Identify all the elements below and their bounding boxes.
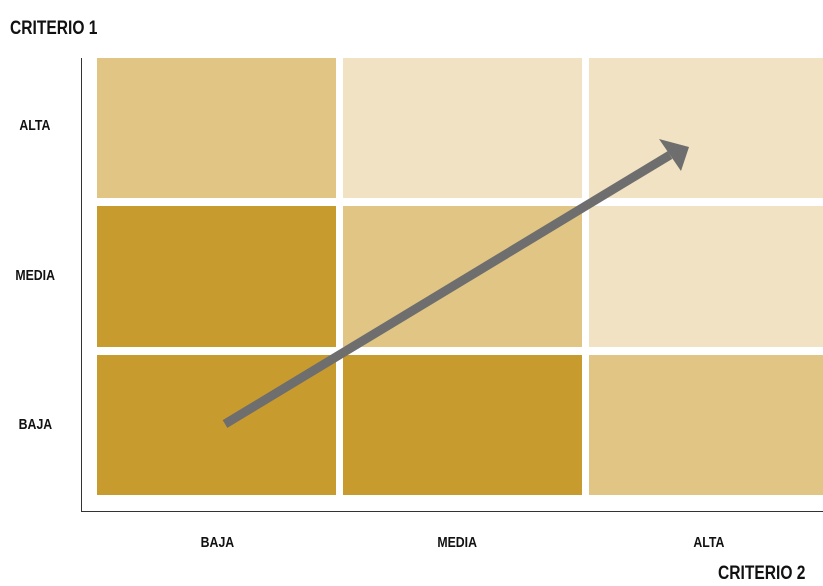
trend-arrow-shaft [225,155,670,424]
x-tick-media: MEDIA [397,534,517,551]
x-tick-alta: ALTA [649,534,769,551]
x-tick-baja: BAJA [157,534,277,551]
x-axis-title: CRITERIO 2 [718,563,805,585]
